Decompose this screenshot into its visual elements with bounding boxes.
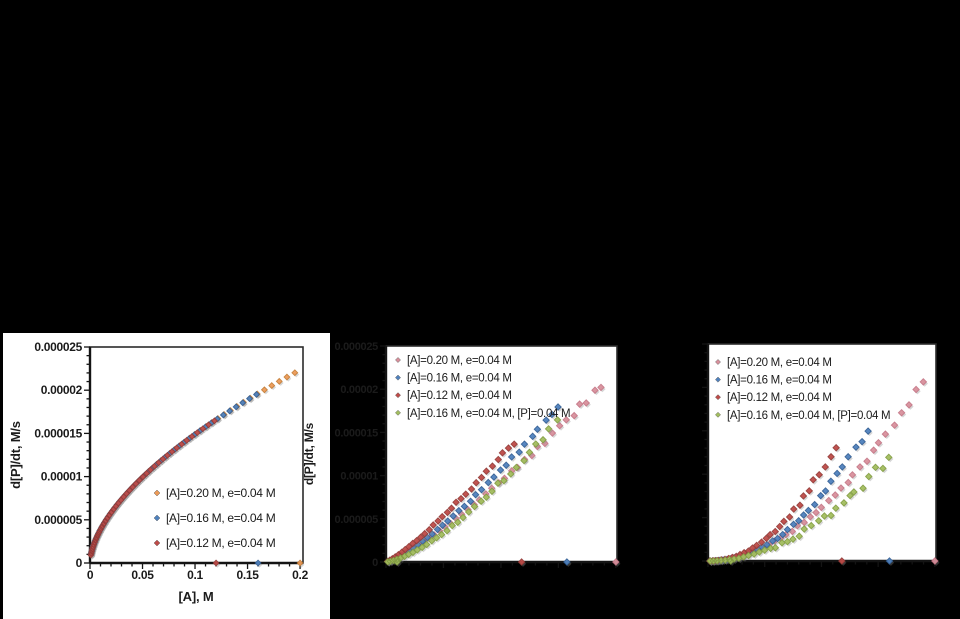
legend-label: [A]=0.12 M, e=0.04 M <box>166 536 276 550</box>
y-tick-label: 0.000005 <box>34 513 82 527</box>
legend-label: [A]=0.12 M, e=0.04 M <box>727 392 832 404</box>
legend-label: [A]=0.20 M, e=0.04 M <box>407 355 512 367</box>
series-3-points <box>706 453 893 565</box>
chart-rate-curves-right: [A]=0.20 M, e=0.04 M [A]=0.16 M, e=0.04 M… <box>640 331 960 619</box>
x-tick-label: 0 <box>87 568 94 582</box>
x-tick-label: 0.2 <box>292 568 308 582</box>
legend: [A]=0.20 M, e=0.04 M [A]=0.16 M, e=0.04 M… <box>395 355 571 420</box>
legend-label: [A]=0.16 M, e=0.04 M <box>727 375 832 387</box>
legend-label: [A]=0.20 M, e=0.04 M <box>166 486 276 500</box>
series-2-points <box>87 417 220 567</box>
x-axis-title: [A], M <box>179 589 214 604</box>
legend-marker <box>715 411 721 418</box>
chart-rate-vs-concentration: 0 0.05 0.1 0.15 0.2 0 0.000005 0.00001 0.000015 0… <box>3 333 330 619</box>
x-tick-label: 0.05 <box>131 568 154 582</box>
legend-label: [A]=0.16 M, e=0.04 M <box>166 511 276 525</box>
legend: [A]=0.20 M, e=0.04 M [A]=0.16 M, e=0.04 M… <box>153 486 276 550</box>
series-3-points <box>383 416 562 566</box>
legend-label: [A]=0.20 M, e=0.04 M <box>727 357 832 369</box>
legend-label: [A]=0.16 M, e=0.04 M, [P]=0.04 M <box>727 410 890 422</box>
x-tick-label: 0.1 <box>187 568 203 582</box>
legend-label: [A]=0.12 M, e=0.04 M <box>407 390 512 402</box>
legend-marker <box>715 376 721 383</box>
legend-marker <box>715 359 721 365</box>
y-tick-label: 0.00002 <box>41 383 83 397</box>
x-tick-label: 0.15 <box>236 568 259 582</box>
y-axis-title: d[P]/dt, M/s <box>302 422 316 485</box>
y-tick-label: 0.000015 <box>34 426 82 440</box>
y-tick-label: 0.000025 <box>34 340 82 354</box>
x-tick-marks <box>707 561 936 567</box>
y-tick-label: 0.000025 <box>335 341 379 353</box>
plot-area <box>708 344 936 561</box>
y-tick-label: 0.000015 <box>335 427 379 439</box>
legend-marker <box>715 394 721 401</box>
chart-canvas: [A]=0.20 M, e=0.04 M [A]=0.16 M, e=0.04 M… <box>702 343 940 567</box>
y-tick-label: 0 <box>372 557 378 569</box>
legend-marker <box>395 374 401 381</box>
legend: [A]=0.20 M, e=0.04 M [A]=0.16 M, e=0.04 M… <box>715 357 891 422</box>
chart-background <box>3 333 330 619</box>
y-tick-marks <box>702 343 708 562</box>
x-tick-marks <box>385 562 617 568</box>
y-tick-label: 0.00002 <box>340 384 378 396</box>
chart-canvas: 0 0.05 0.1 0.15 0.2 0 0.000005 0.00001 0.000015 0… <box>3 333 330 619</box>
legend-marker <box>395 409 401 416</box>
y-tick-label: 0.00001 <box>340 471 378 483</box>
legend-label: [A]=0.16 M, e=0.04 M <box>407 373 512 385</box>
chart-rate-curves-middle: 0 0.000005 0.00001 0.000015 0.00002 0.000025 d… <box>300 333 640 619</box>
legend-marker <box>395 357 401 363</box>
chart-canvas: 0 0.000005 0.00001 0.000015 0.00002 0.000025 d… <box>302 341 621 569</box>
legend-marker <box>153 489 161 497</box>
y-tick-marks <box>380 345 386 563</box>
y-axis-title: d[P]/dt, M/s <box>8 421 23 489</box>
y-tick-label: 0 <box>76 556 83 570</box>
legend-marker <box>153 514 161 522</box>
legend-label: [A]=0.16 M, e=0.04 M, [P]=0.04 M <box>407 408 570 420</box>
y-tick-label: 0.00001 <box>41 470 83 484</box>
y-tick-label: 0.000005 <box>335 514 379 526</box>
legend-marker <box>395 392 401 399</box>
legend-marker <box>153 539 161 547</box>
